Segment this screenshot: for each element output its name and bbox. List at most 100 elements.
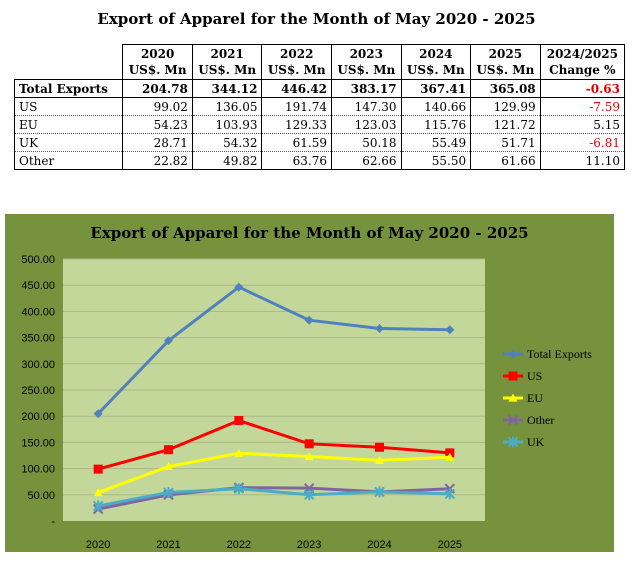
x-tick-label: 2022 [227,539,251,551]
table-cell: 365.08 [470,79,541,98]
data-point [234,448,244,457]
row-label: Total Exports [13,79,124,98]
header-col-2024: 2024 US$. Mn [400,44,472,80]
series-line [97,451,450,494]
legend-label: EU [527,391,543,405]
y-tick-label: 50.00 [27,490,55,502]
table-cell: 49.82 [191,151,263,170]
table-cell: 54.23 [122,115,193,134]
header-unit: US$. Mn [198,63,257,77]
data-point [303,489,315,501]
data-point [93,488,103,497]
table-cell: 204.78 [122,79,193,98]
y-tick-label: 150.00 [21,437,55,449]
table-row: Other 22.82 49.82 63.76 62.66 55.50 61.66 11.10 [13,151,626,170]
table-cell: 63.76 [261,151,333,170]
table-cell: 129.99 [470,97,541,116]
data-point [234,282,244,292]
data-point [304,315,314,325]
row-label: EU [13,115,124,134]
header-unit: US$. Mn [337,63,396,77]
legend-label: Total Exports [527,347,592,361]
table-cell: 115.76 [400,115,472,134]
header-year: 2023 [349,47,383,61]
table-cell: 62.66 [331,151,402,170]
table-cell: 99.02 [122,97,193,116]
data-point [93,464,103,474]
header-col-2023: 2023 US$. Mn [331,44,402,80]
y-tick-label: 450.00 [21,280,55,292]
table-cell: 344.12 [191,79,263,98]
page-title: Export of Apparel for the Month of May 2… [97,10,536,28]
legend-marker [508,393,518,402]
table-row: EU 54.23 103.93 129.33 123.03 115.76 121.72 5.1… [13,115,626,134]
table-cell: 147.30 [331,97,402,116]
data-point [234,416,244,426]
table-cell: 5.15 [539,115,626,134]
header-unit: Change % [549,63,616,77]
chart-title: Export of Apparel for the Month of May 2… [90,224,529,242]
table-cell: 121.72 [470,115,541,134]
header-blank-cell [14,44,123,80]
table-cell: 22.82 [122,151,193,170]
y-tick-label: 300.00 [21,359,55,371]
data-point [233,483,245,495]
x-tick-label: 2024 [367,539,391,551]
data-point [164,336,173,346]
table-cell: -6.81 [539,133,626,152]
data-point [304,439,314,449]
x-tick-label: 2021 [156,539,180,551]
header-unit: US$. Mn [267,63,326,77]
header-year: 2022 [280,47,314,61]
table-cell: 136.05 [191,97,263,116]
table-cell: 61.59 [261,133,333,152]
legend-marker [508,349,518,359]
header-unit: US$. Mn [406,63,465,77]
data-point [445,325,455,335]
y-tick-label: 250.00 [21,385,55,397]
x-tick-label: 2020 [86,539,110,551]
data-point [374,486,385,498]
table-cell: 140.66 [400,97,472,116]
data-point [163,487,174,499]
header-year: 2025 [488,47,523,61]
row-label: US [13,97,124,116]
legend-label: Other [527,413,554,427]
table-cell: 191.74 [261,97,333,116]
chart-panel: Export of Apparel for the Month of May 2… [5,214,614,552]
header-year: 2024 [419,47,453,61]
header-year: 2024/2025 [546,47,618,61]
series-line [97,487,450,508]
header-col-2020: 2020 US$. Mn [122,44,193,80]
table-cell: 11.10 [539,151,626,170]
table-cell: 129.33 [261,115,333,134]
y-tick-label: 400.00 [21,306,55,318]
table-cell: 103.93 [191,115,263,134]
series-line [97,418,450,471]
data-point [375,442,384,452]
x-tick-label: 2023 [297,539,321,551]
header-year: 2021 [210,47,244,61]
legend-marker [507,436,519,448]
x-tick-label: 2025 [438,539,462,551]
header-col-change: 2024/2025 Change % [539,44,626,80]
header-col-2021: 2021 US$. Mn [191,44,263,80]
table-cell: 51.71 [470,133,541,152]
data-point [445,452,455,461]
data-point [375,455,384,464]
data-point [304,452,314,461]
series-line [97,285,450,415]
table-cell: 446.42 [261,79,333,98]
table-cell: 54.32 [191,133,263,152]
legend-label: UK [527,435,545,449]
header-unit: US$. Mn [128,63,187,77]
data-point [92,500,104,512]
data-point [444,488,456,500]
data-point [164,445,173,455]
legend-label: US [527,369,542,383]
table-cell: 28.71 [122,133,193,152]
table-row: US 99.02 136.05 191.74 147.30 140.66 129.99 -7.… [13,97,626,116]
data-point [375,323,384,333]
table-cell: -0.63 [539,79,626,98]
row-label: UK [13,133,124,152]
